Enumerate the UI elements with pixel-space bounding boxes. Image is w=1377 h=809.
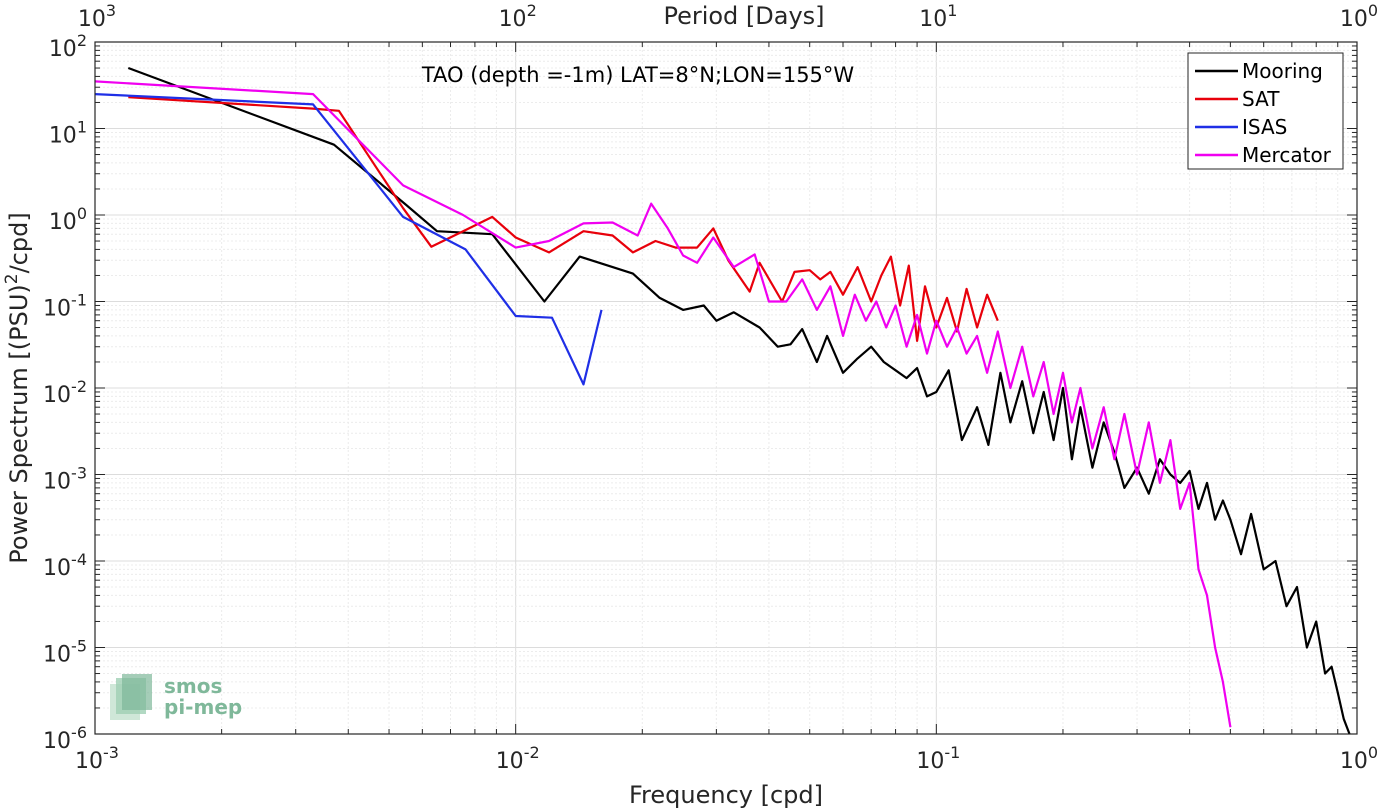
x-tick-label: 10-1	[916, 743, 960, 774]
series-line-mooring	[127, 66, 1351, 735]
top-axis-label: Period [Days]	[663, 2, 824, 30]
legend: Mooring SAT ISAS Mercator	[1187, 52, 1344, 170]
x-tick-label: 10-3	[75, 743, 119, 774]
legend-box	[1187, 52, 1344, 170]
x-axis-label: Frequency [cpd]	[629, 781, 823, 809]
top-tick-label: 100	[1340, 1, 1377, 32]
x-tick-label: 10-2	[496, 743, 540, 774]
y-tick-label: 10-4	[43, 550, 87, 581]
y-tick-label: 10-6	[43, 723, 87, 754]
series-line-sat	[128, 96, 999, 342]
chart-title: TAO (depth =-1m) LAT=8°N;LON=155°W	[421, 63, 855, 87]
y-tick-label: 10-2	[43, 377, 87, 408]
legend-label-mercator: Mercator	[1242, 143, 1332, 167]
legend-label-mooring: Mooring	[1242, 59, 1323, 83]
y-tick-label: 102	[49, 31, 87, 62]
legend-label-isas: ISAS	[1242, 115, 1287, 139]
top-tick-label: 103	[78, 1, 116, 32]
series-line-mercator	[94, 80, 1232, 728]
top-tick-label: 101	[919, 1, 957, 32]
y-tick-label: 10-3	[43, 464, 87, 495]
logo-text-pi-mep: pi-mep	[164, 695, 242, 719]
series-layer	[94, 66, 1351, 735]
y-axis-label: Power Spectrum [(PSU)2/cpd]	[2, 212, 33, 563]
top-tick-label: 102	[499, 1, 537, 32]
series-line-isas	[94, 93, 603, 386]
x-tick-label: 100	[1340, 743, 1377, 774]
logo-text-smos: smos	[164, 674, 222, 698]
y-tick-label: 10-5	[43, 637, 87, 668]
logo-shape-front	[122, 674, 152, 710]
ticks	[94, 42, 1357, 735]
y-tick-label: 101	[49, 118, 87, 149]
legend-label-sat: SAT	[1242, 87, 1280, 111]
y-tick-label: 100	[49, 204, 87, 235]
smos-pi-mep-logo: smos pi-mep	[110, 674, 242, 720]
y-tick-label: 10-1	[43, 291, 87, 322]
